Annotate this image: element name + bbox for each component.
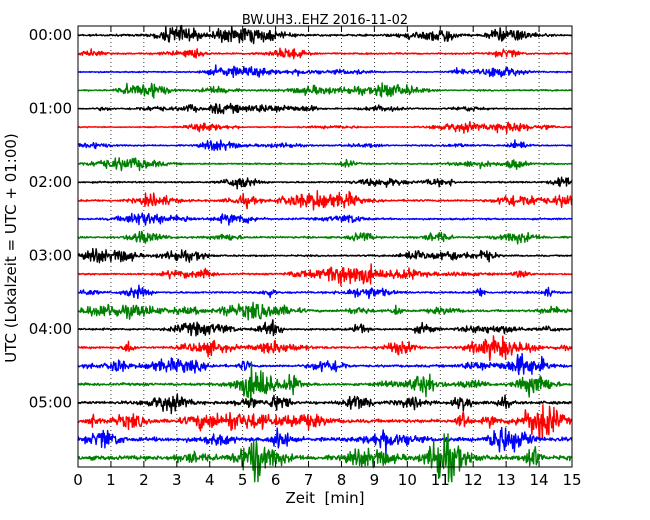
trace-0515 — [77, 404, 573, 441]
x-tick-label: 13 — [497, 471, 516, 489]
x-tick-label: 11 — [431, 471, 450, 489]
trace-0145 — [77, 157, 573, 172]
x-tick-label: 0 — [73, 471, 83, 489]
trace-0245 — [77, 230, 573, 245]
trace-0430 — [77, 352, 573, 376]
y-tick-label: 02:00 — [29, 173, 72, 191]
trace-0330 — [77, 284, 573, 300]
trace-0445 — [77, 361, 573, 406]
trace-0115 — [77, 121, 573, 134]
y-tick-label: 05:00 — [29, 394, 72, 412]
trace-0200 — [77, 176, 573, 190]
trace-group — [77, 24, 573, 483]
plot-frame — [77, 25, 573, 468]
trace-0300 — [77, 247, 573, 264]
x-tick-label: 7 — [304, 471, 314, 489]
y-tick-label: 00:00 — [29, 26, 72, 44]
trace-0415 — [77, 335, 573, 362]
trace-0500 — [77, 393, 573, 415]
y-tick-label: 04:00 — [29, 320, 72, 338]
trace-0045 — [77, 82, 573, 99]
y-tick-label: 03:00 — [29, 247, 72, 265]
x-tick-label: 10 — [398, 471, 417, 489]
trace-0545 — [77, 433, 573, 483]
x-tick-label: 1 — [106, 471, 116, 489]
trace-0100 — [77, 102, 573, 115]
x-tick-label: 12 — [464, 471, 483, 489]
grid — [110, 26, 540, 467]
trace-0130 — [77, 139, 573, 152]
y-axis-label: UTC (Lokalzeit = UTC + 01:00) — [2, 133, 20, 363]
trace-0230 — [77, 212, 573, 226]
x-tick-label: 8 — [337, 471, 347, 489]
trace-0345 — [77, 301, 573, 321]
x-axis: 0 1 2 3 4 5 6 7 8 9 10 11 12 13 14 15 — [73, 26, 582, 489]
x-tick-label: 14 — [530, 471, 549, 489]
trace-0315 — [77, 263, 573, 287]
chart-title: BW.UH3..EHZ 2016-11-02 — [242, 13, 408, 28]
x-tick-label: 4 — [205, 471, 215, 489]
trace-0030 — [77, 64, 573, 78]
x-tick-label: 6 — [271, 471, 281, 489]
trace-0015 — [77, 47, 573, 60]
trace-0215 — [77, 190, 573, 211]
x-axis-label: Zeit [min] — [285, 489, 364, 507]
trace-0530 — [77, 426, 573, 456]
trace-0000 — [77, 24, 573, 45]
x-tick-label: 5 — [238, 471, 248, 489]
x-tick-label: 3 — [172, 471, 182, 489]
x-tick-label: 2 — [139, 471, 149, 489]
x-tick-label: 15 — [562, 471, 581, 489]
x-tick-label: 9 — [370, 471, 380, 489]
y-axis: 00:00 01:00 02:00 03:00 04:00 05:00 — [29, 26, 572, 412]
trace-0400 — [77, 319, 573, 337]
y-tick-label: 01:00 — [29, 100, 72, 118]
